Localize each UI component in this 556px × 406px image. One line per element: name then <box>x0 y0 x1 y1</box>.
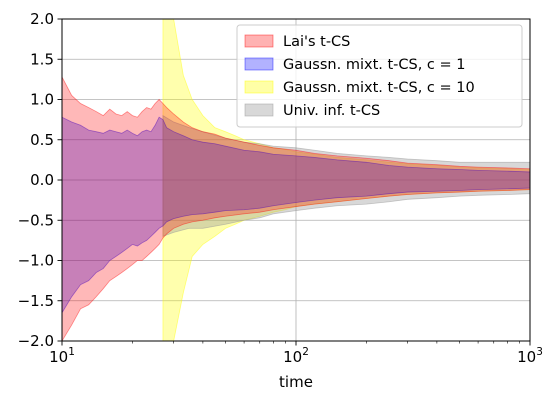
band-gaussn-mixt-t-cs-c-1 <box>62 116 530 314</box>
y-tick-label: −0.5 <box>18 211 54 229</box>
confidence-bands <box>62 19 530 341</box>
legend-box <box>236 24 523 128</box>
x-axis-ticks: 101 102 103 <box>49 341 543 366</box>
legend-entry-label: Gaussn. mixt. t-CS, c = 10 <box>283 80 475 96</box>
legend-swatch <box>244 80 274 94</box>
y-tick-label: 1.5 <box>30 50 54 68</box>
x-tick-label: 103 <box>517 346 543 366</box>
y-tick-label: 1.0 <box>30 91 54 109</box>
legend-swatch <box>244 34 274 48</box>
y-tick-label: 0.0 <box>30 171 54 189</box>
y-tick-label: 2.0 <box>30 10 54 28</box>
y-tick-label: −1.5 <box>18 292 54 310</box>
y-tick-label: −2.0 <box>18 332 54 350</box>
y-axis-ticks: −2.0 −1.5 −1.0 −0.5 0.0 0.5 1.0 1.5 2.0 <box>18 10 62 350</box>
legend-swatch <box>244 57 274 71</box>
legend-swatch <box>244 103 274 117</box>
legend: Lai's t-CS Gaussn. mixt. t-CS, c = 1 Gauss… <box>236 24 523 128</box>
x-axis-label: time <box>279 373 313 391</box>
y-tick-label: 0.5 <box>30 131 54 149</box>
legend-entry-label: Univ. inf. t-CS <box>283 103 380 119</box>
x-tick-label: 102 <box>283 346 309 366</box>
band-gaussn-mixt-t-cs-c-10 <box>162 19 530 341</box>
legend-entry-label: Lai's t-CS <box>283 34 350 50</box>
band-lai-s-t-cs <box>62 76 530 341</box>
band-univ-inf-t-cs <box>162 114 530 237</box>
legend-entry-label: Gaussn. mixt. t-CS, c = 1 <box>283 57 466 73</box>
y-tick-label: −1.0 <box>18 252 54 270</box>
